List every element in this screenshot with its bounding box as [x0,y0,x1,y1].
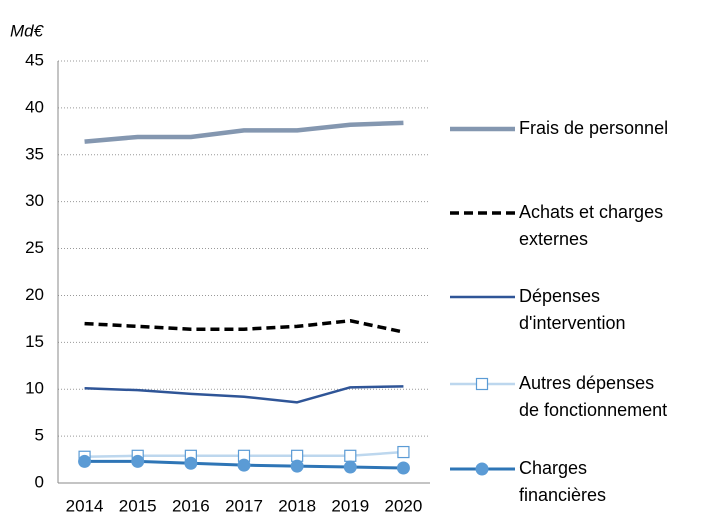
marker [290,459,304,473]
x-tick-label: 2018 [278,496,316,515]
x-tick-label: 2014 [66,496,104,515]
y-axis-label: Md€ [10,21,45,40]
series-line [84,319,404,334]
y-tick-label: 25 [25,238,44,257]
y-tick-label: 5 [35,426,44,445]
x-tick-label: 2015 [119,496,157,515]
x-tick-label: 2019 [331,496,369,515]
legend-label: Frais de personnel [519,118,669,138]
y-tick-label: 35 [25,144,44,163]
marker [131,454,145,468]
y-tick-label: 20 [25,285,44,304]
y-tick-label: 45 [25,50,44,69]
marker [237,458,251,472]
x-tick-label: 2017 [225,496,263,515]
y-tick-label: 40 [25,97,44,116]
legend-label: Achats et charges externes [519,202,664,249]
marker [184,456,198,470]
series-line [84,385,404,404]
y-tick-label: 15 [25,332,44,351]
marker [343,460,357,474]
marker [396,461,410,475]
x-tick-label: 2016 [172,496,210,515]
legend-label: Autres dépenses de fonctionnement [519,373,668,420]
y-tick-label: 10 [25,379,44,398]
x-tick-label: 2020 [385,496,423,515]
legend-marker [475,377,489,391]
marker [78,454,92,468]
series-line [84,120,404,144]
legend-label: Dépenses d'intervention [519,286,626,333]
y-tick-label: 0 [35,472,44,491]
marker [344,449,357,462]
legend-marker [475,462,489,476]
y-tick-label: 30 [25,191,44,210]
marker [397,445,410,459]
legend-label: Charges financières [519,458,607,505]
